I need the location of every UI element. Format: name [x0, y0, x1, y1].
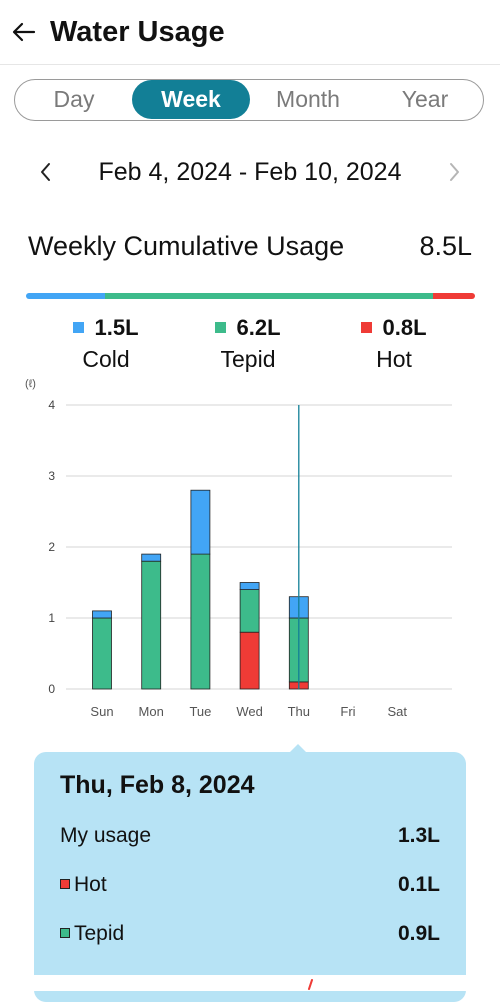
x-tick-label: Thu — [288, 704, 310, 719]
bar-tue-cold — [190, 489, 211, 555]
legend-label-tepid: Tepid — [220, 346, 276, 372]
legend-swatch-tepid — [215, 322, 227, 333]
weekly-usage-chart[interactable]: (ℓ) 0 1 2 3 4 Sun Mon Tue Wed Thu Fri Sat — [0, 370, 500, 740]
tooltip-row-value: 0.9L — [397, 922, 440, 945]
tooltip-swatch-tepid — [60, 928, 70, 938]
bar-wed-cold — [239, 582, 260, 590]
legend-item-cold: 1.5L Cold — [26, 312, 186, 374]
tooltip-row-tepid: Tepid 0.9L — [60, 917, 440, 951]
date-range-navigator: Feb 4, 2024 - Feb 10, 2024 — [0, 152, 500, 192]
x-tick-label: Wed — [236, 704, 263, 719]
app-header: Water Usage — [0, 0, 500, 65]
tooltip-row-hot: Hot 0.1L — [60, 868, 440, 902]
usage-proportion-bar — [26, 293, 475, 299]
bar-mon-tepid — [141, 560, 162, 690]
legend-value-hot: 0.8L — [382, 315, 427, 340]
chevron-left-icon[interactable] — [34, 158, 58, 186]
tooltip-swatch-hot — [60, 879, 70, 889]
legend-value-tepid: 6.2L — [236, 315, 281, 340]
tooltip-row-value: 1.3L — [397, 824, 440, 847]
summary-value: 8.5L — [419, 231, 472, 261]
legend-value-cold: 1.5L — [94, 315, 139, 340]
tooltip-row-label: Hot — [74, 873, 107, 896]
bar-wed-tepid — [239, 589, 260, 633]
legend-swatch-cold — [73, 322, 85, 333]
tooltip-row-usage: My usage 1.3L — [60, 819, 440, 853]
tab-year[interactable]: Year — [401, 86, 449, 112]
legend-item-hot: 0.8L Hot — [314, 312, 474, 374]
legend-label-cold: Cold — [82, 346, 130, 372]
y-tick-label: 4 — [48, 398, 55, 412]
tab-week[interactable]: Week — [132, 80, 250, 119]
y-tick-label: 2 — [48, 540, 55, 554]
tooltip-title: Thu, Feb 8, 2024 — [60, 771, 255, 799]
tooltip-caret — [290, 744, 306, 752]
tab-month[interactable]: Month — [276, 86, 340, 112]
bar-tue-tepid — [190, 553, 211, 690]
x-tick-label: Sat — [387, 704, 407, 719]
weekly-summary: Weekly Cumulative Usage 8.5L — [0, 226, 500, 266]
bar-sun-tepid — [92, 617, 112, 690]
x-tick-label: Mon — [139, 704, 164, 719]
chevron-right-icon[interactable] — [442, 158, 466, 186]
period-segmented-control: Day Week Month Year — [14, 79, 484, 121]
x-tick-label: Fri — [340, 704, 355, 719]
tooltip-row-label: Tepid — [74, 922, 125, 945]
legend-label-hot: Hot — [376, 346, 412, 372]
proportion-segment-hot — [432, 293, 475, 299]
proportion-segment-tepid — [105, 293, 433, 299]
y-tick-label: 1 — [48, 611, 55, 625]
bar-sun-cold — [92, 610, 112, 619]
proportion-segment-cold — [26, 293, 106, 299]
x-tick-label: Sun — [90, 704, 113, 719]
bar-wed-hot — [239, 631, 260, 690]
tooltip-row-label: My usage — [60, 824, 152, 847]
legend-swatch-hot — [361, 322, 373, 333]
tab-day[interactable]: Day — [53, 86, 95, 112]
date-range-label: Feb 4, 2024 - Feb 10, 2024 — [98, 158, 402, 186]
red-mark-icon — [308, 979, 313, 990]
bar-mon-cold — [141, 553, 162, 562]
arrow-left-icon[interactable] — [10, 14, 38, 50]
bottom-edge — [0, 975, 500, 991]
y-tick-label: 3 — [48, 469, 55, 483]
tooltip-row-value: 0.1L — [397, 873, 440, 896]
page-title: Water Usage — [50, 16, 225, 48]
summary-label: Weekly Cumulative Usage — [28, 231, 345, 261]
legend-item-tepid: 6.2L Tepid — [168, 312, 328, 374]
y-axis-unit-label: (ℓ) — [25, 378, 36, 390]
day-detail-tooltip: Thu, Feb 8, 2024 My usage 1.3L Hot 0.1L … — [34, 744, 466, 1002]
x-tick-label: Tue — [189, 704, 211, 719]
y-tick-label: 0 — [48, 682, 55, 696]
